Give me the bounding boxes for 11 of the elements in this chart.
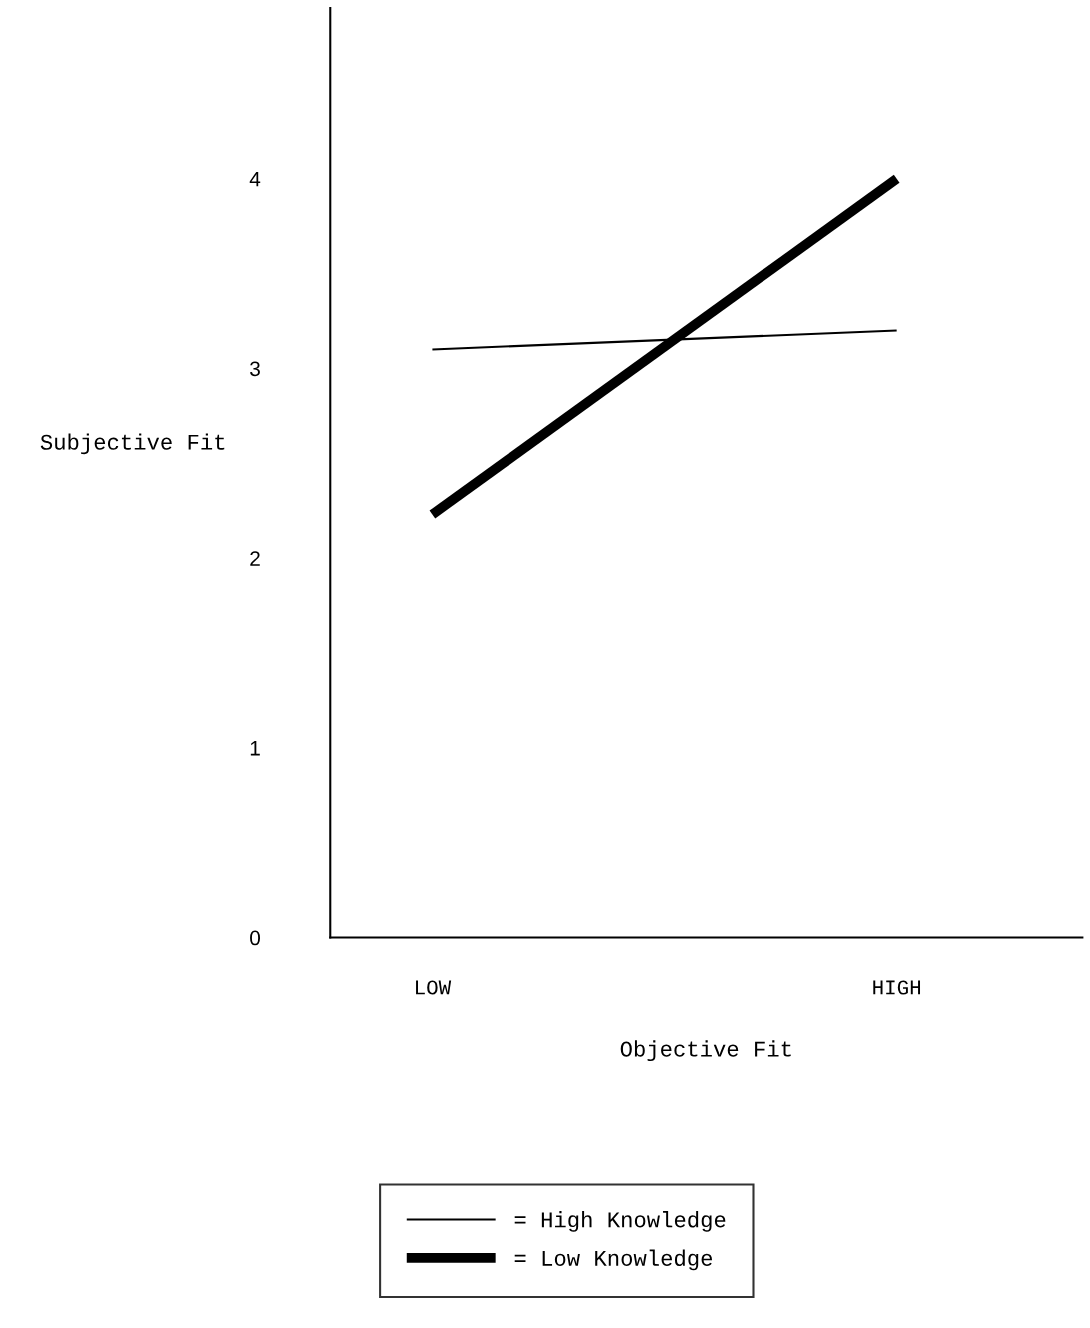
x-axis-title: Objective Fit xyxy=(620,1040,791,1062)
legend-label: = High Knowledge xyxy=(514,1211,726,1232)
y-tick-label: 3 xyxy=(250,361,260,377)
y-tick-label: 2 xyxy=(250,551,260,566)
y-tick-label: 0 xyxy=(250,930,261,946)
y-tick-label: 4 xyxy=(249,171,261,187)
legend-label: = Low Knowledge xyxy=(514,1249,713,1271)
x-tick-label: LOW xyxy=(416,980,452,995)
y-axis-title: Subjective Fit xyxy=(40,433,225,455)
x-tick-label: HIGH xyxy=(873,980,921,995)
y-tick-label: 1 xyxy=(250,741,260,756)
